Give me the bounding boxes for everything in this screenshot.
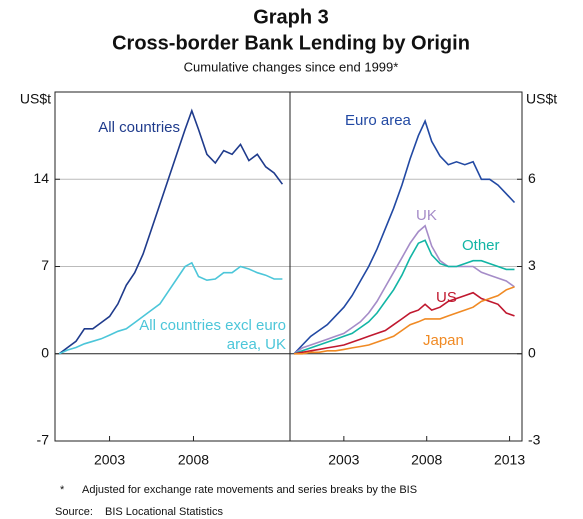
series-label: Japan [423, 332, 464, 349]
series-line [293, 224, 515, 355]
series-line [293, 118, 516, 355]
y-tick-label: 0 [41, 344, 49, 360]
chart-subtitle: Cumulative changes since end 1999* [184, 59, 399, 74]
y-tick-label: 3 [528, 257, 536, 273]
footnote: Adjusted for exchange rate movements and… [82, 484, 417, 496]
series-label: UK [416, 207, 437, 224]
y-tick-label: 6 [528, 170, 536, 186]
footnote-mark: * [60, 484, 65, 496]
series-label: Other [462, 237, 500, 254]
series-line [293, 291, 515, 355]
graph-number: Graph 3 [253, 6, 329, 28]
y-unit: US$t [20, 91, 51, 107]
x-tick-label: 2003 [94, 452, 125, 468]
series-label: All countries [98, 119, 180, 136]
source: BIS Locational Statistics [105, 506, 224, 518]
series-line [294, 286, 515, 355]
y-tick-label: 0 [528, 344, 536, 360]
series-label: All countries excl euro area, UK [139, 317, 286, 353]
y-unit: US$t [526, 91, 557, 107]
series-line [58, 261, 283, 355]
x-tick-label: 2003 [328, 452, 359, 468]
panel-frame [289, 91, 523, 442]
chart-title: Cross-border Bank Lending by Origin [112, 32, 470, 54]
source-label: Source: [55, 506, 93, 518]
y-tick-label: 7 [41, 257, 49, 273]
y-tick-label: 14 [33, 170, 49, 186]
x-tick-label: 2013 [494, 452, 525, 468]
series-line [58, 108, 284, 355]
x-tick-label: 2008 [178, 452, 209, 468]
y-tick-label: -3 [528, 432, 541, 448]
series-label: US [436, 289, 457, 306]
x-tick-label: 2008 [411, 452, 442, 468]
series-line [293, 239, 515, 355]
y-tick-label: -7 [37, 432, 50, 448]
series-label: Euro area [345, 112, 411, 129]
